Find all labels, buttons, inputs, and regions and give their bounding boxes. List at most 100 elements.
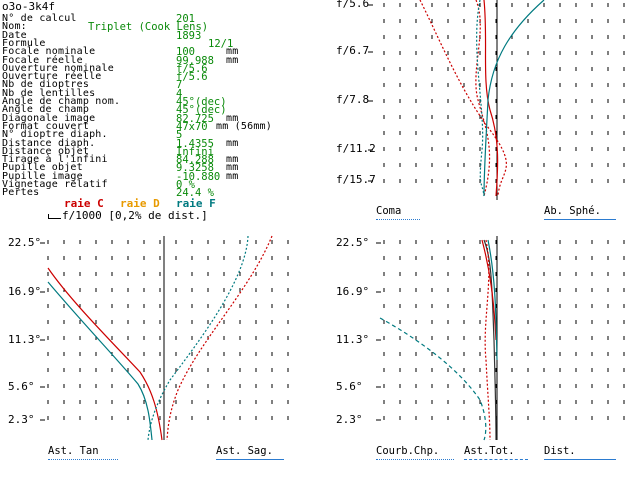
param-label: Formule: [2, 38, 46, 49]
param-value: 0 %: [176, 179, 195, 191]
param-value: 1893: [176, 30, 202, 42]
ast-tot-f-curve: [379, 317, 487, 441]
param-value: 7: [176, 79, 183, 91]
sph-f-curve: [483, 0, 545, 197]
y-tick-label: f/5.6: [336, 0, 370, 10]
param-unit: mm: [226, 55, 239, 66]
y-tick-label: 22.5°: [336, 236, 370, 249]
spherical-aberration-underline: [544, 219, 616, 220]
param-value: 201: [176, 13, 195, 25]
param-label: Pupille objet: [2, 162, 83, 173]
ast-sag-underline: [216, 459, 284, 460]
param-value: 4: [176, 88, 183, 100]
coma-label: Coma: [376, 205, 402, 217]
param-value: f/5.6: [176, 63, 208, 75]
courb-c2-curve: [484, 239, 491, 441]
param-unit: mm: [226, 154, 239, 165]
param-unit: mm: [226, 138, 239, 149]
param-label: Focale réelle: [2, 55, 83, 66]
param-value: 45°(dec): [176, 96, 227, 108]
distortion-curve: [483, 239, 497, 441]
param-unit: mm: [226, 113, 239, 124]
field-curvature-underline: [376, 459, 454, 460]
param-value: 47x70: [176, 121, 208, 133]
window-title: o3o-3k4f: [2, 0, 55, 13]
y-tick-label: 2.3°: [336, 413, 363, 426]
param-value: 99.988: [176, 55, 214, 67]
y-tick-label: f/15.7: [336, 173, 376, 186]
param-value: 100: [176, 46, 195, 58]
param-value: 12/1: [208, 38, 234, 50]
y-tick-label: 11.3°: [336, 333, 370, 346]
param-unit: mm: [226, 162, 239, 173]
param-value: -10.880: [176, 171, 221, 183]
param-value: f/5.6: [176, 71, 208, 83]
ast-tan-label: Ast. Tan: [48, 445, 99, 457]
param-label: Angle de champ: [2, 104, 90, 115]
coma-underline: [376, 219, 420, 220]
param-value: Infini: [176, 146, 214, 158]
sph-c-curve: [483, 0, 499, 197]
param-label: Focale nominale: [2, 46, 96, 57]
param-label: Vignetage relatif: [2, 179, 108, 190]
y-tick-label: 11.3°: [8, 333, 42, 346]
param-label: Distance diaph.: [2, 138, 96, 149]
ast-sag-f-curve: [147, 235, 249, 441]
ast-tan-f-curve: [47, 281, 153, 441]
param-label: Ouverture réelle: [2, 71, 102, 82]
param-label: N° de calcul: [2, 13, 77, 24]
legend-raie-d: raie D: [120, 197, 160, 210]
bottom-right-grid: [383, 240, 625, 420]
ast-sag-label: Ast. Sag.: [216, 445, 273, 457]
param-value: 5: [176, 129, 183, 141]
param-value: 9.3258: [176, 162, 214, 174]
param-label: Tirage à l'infini: [2, 154, 108, 165]
field-curvature-label: Courb.Chp.: [376, 445, 440, 457]
y-tick-label: f/11.2: [336, 142, 376, 155]
scale-bar-icon: [48, 214, 61, 219]
param-label: Nb de dioptres: [2, 79, 90, 90]
param-value: 82.725: [176, 113, 214, 125]
param-unit: mm: [226, 46, 239, 57]
param-value: 24.4 %: [176, 187, 214, 199]
y-tick-label: 5.6°: [336, 380, 363, 393]
coma-f-curve: [476, 0, 485, 197]
dist-f-curve: [487, 239, 498, 361]
ast-tan-underline: [48, 459, 118, 460]
param-label: Diagonale image: [2, 113, 96, 124]
param-label: N° dioptre diaph.: [2, 129, 108, 140]
bottom-left-grid: [47, 240, 289, 420]
param-value: 84.288: [176, 154, 214, 166]
param-label: Angle de champ nom.: [2, 96, 121, 107]
y-tick-label: 5.6°: [8, 380, 35, 393]
param-label: Pupille image: [2, 171, 83, 182]
param-unit: mm (56mm): [216, 121, 272, 132]
param-label: Distance objet: [2, 146, 90, 157]
param-label: Date: [2, 30, 27, 41]
param-label: Pertes: [2, 187, 40, 198]
param-label: Nb de lentilles: [2, 88, 96, 99]
param-label: Nom:: [2, 21, 27, 32]
y-tick-label: f/6.7: [336, 44, 370, 57]
ast-sag-c-curve: [166, 235, 273, 441]
ast-tot-underline: [464, 459, 528, 460]
param-value: 45°(dec): [176, 104, 227, 116]
top-right-grid: [383, 3, 625, 183]
distortion-underline: [544, 459, 616, 460]
ast-tot-label: Ast.Tot.: [464, 445, 515, 457]
param-label: Format couvert: [2, 121, 90, 132]
distortion-label: Dist.: [544, 445, 576, 457]
spherical-aberration-label: Ab. Sphé.: [544, 205, 601, 217]
ast-tan-c-curve: [47, 267, 163, 441]
y-tick-label: 16.9°: [8, 285, 42, 298]
param-value: 1.4355: [176, 138, 214, 150]
y-tick-label: 22.5°: [8, 236, 42, 249]
y-tick-label: 16.9°: [336, 285, 370, 298]
y-tick-label: f/7.8: [336, 93, 370, 106]
y-tick-label: 2.3°: [8, 413, 35, 426]
courb-c-curve: [481, 239, 497, 341]
param-unit: mm: [226, 171, 239, 182]
scale-note: f/1000 [0,2% de dist.]: [62, 209, 208, 222]
legend-raie-c: raie C: [64, 197, 104, 210]
